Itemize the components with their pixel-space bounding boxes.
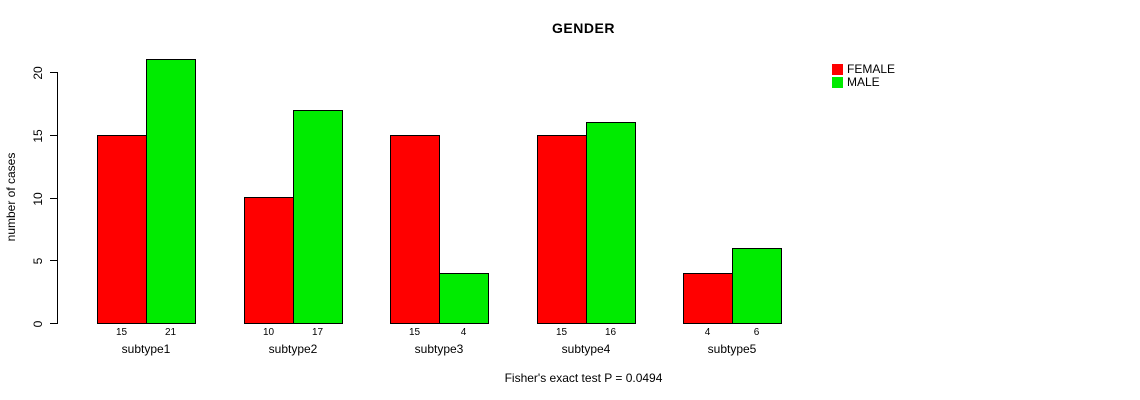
bar-value-label: 10 bbox=[262, 327, 275, 338]
bar-male-subtype1 bbox=[146, 59, 196, 324]
y-axis-tick bbox=[50, 323, 57, 324]
bar-value-label: 4 bbox=[460, 327, 467, 338]
bar-value-label: 21 bbox=[164, 327, 177, 338]
chart-title: GENDER bbox=[552, 20, 615, 36]
y-axis-tick bbox=[50, 135, 57, 136]
y-axis-tick bbox=[50, 260, 57, 261]
bar-value-label: 15 bbox=[115, 327, 128, 338]
subtitle-caption: Fisher's exact test P = 0.0494 bbox=[504, 371, 663, 385]
bar-value-label: 17 bbox=[311, 327, 324, 338]
y-axis-tick bbox=[50, 198, 57, 199]
x-axis-category-label: subtype1 bbox=[121, 342, 171, 356]
bar-female-subtype4 bbox=[537, 135, 587, 324]
legend-swatch-male bbox=[832, 77, 843, 88]
legend: FEMALE MALE bbox=[832, 63, 895, 89]
bar-male-subtype4 bbox=[586, 122, 636, 324]
bar-value-label: 4 bbox=[704, 327, 711, 338]
legend-entry-female: FEMALE bbox=[832, 63, 895, 76]
legend-label: FEMALE bbox=[847, 62, 896, 76]
bar-value-label: 6 bbox=[753, 327, 760, 338]
bar-male-subtype5 bbox=[732, 248, 782, 324]
bar-female-subtype1 bbox=[97, 135, 147, 324]
x-axis-category-label: subtype3 bbox=[414, 342, 464, 356]
x-axis-category-label: subtype4 bbox=[561, 342, 611, 356]
y-axis-line bbox=[57, 72, 58, 324]
y-axis-tick-label: 10 bbox=[31, 191, 45, 206]
bar-value-label: 15 bbox=[555, 327, 568, 338]
legend-swatch-female bbox=[832, 64, 843, 75]
y-axis-tick-label: 20 bbox=[31, 65, 45, 80]
bar-value-label: 15 bbox=[408, 327, 421, 338]
y-axis-tick bbox=[50, 72, 57, 73]
bar-female-subtype2 bbox=[244, 197, 294, 324]
y-axis-tick-label: 0 bbox=[31, 320, 45, 327]
bar-male-subtype2 bbox=[293, 110, 343, 324]
y-axis-tick-label: 5 bbox=[31, 257, 45, 264]
x-axis-category-label: subtype5 bbox=[707, 342, 757, 356]
legend-label: MALE bbox=[847, 75, 880, 89]
bar-male-subtype3 bbox=[439, 273, 489, 324]
bar-female-subtype5 bbox=[683, 273, 733, 324]
legend-entry-male: MALE bbox=[832, 76, 895, 89]
bar-female-subtype3 bbox=[390, 135, 440, 324]
y-axis-tick-label: 15 bbox=[31, 128, 45, 143]
x-axis-category-label: subtype2 bbox=[268, 342, 318, 356]
bar-value-label: 16 bbox=[604, 327, 617, 338]
